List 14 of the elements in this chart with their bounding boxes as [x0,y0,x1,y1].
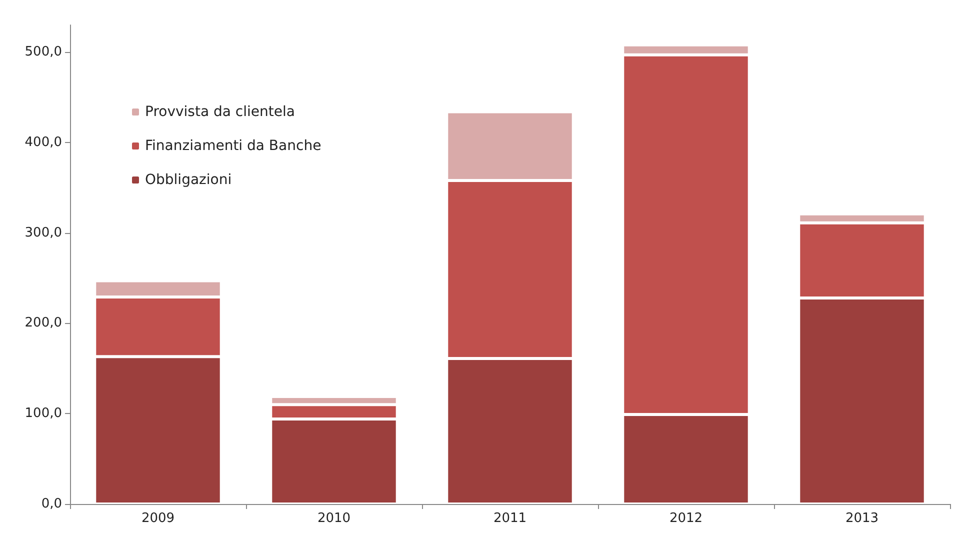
y-tick-label: 100,0 [24,406,62,422]
legend-label: Provvista da clientela [145,104,295,120]
y-tick-label: 500,0 [24,44,62,60]
x-tick-label: 2013 [845,511,879,526]
legend-label: Finanziamenti da Banche [145,138,322,154]
y-tick-label: 0,0 [41,496,62,512]
y-tick-label: 400,0 [24,134,62,150]
legend-label: Obbligazioni [145,172,232,188]
x-tick-label: 2010 [317,511,351,526]
y-tick-label: 300,0 [24,225,62,240]
y-tick-label: 200,0 [24,316,62,331]
x-tick-label: 2012 [669,511,703,526]
x-tick-label: 2009 [141,511,175,526]
x-tick-label: 2011 [493,511,527,526]
